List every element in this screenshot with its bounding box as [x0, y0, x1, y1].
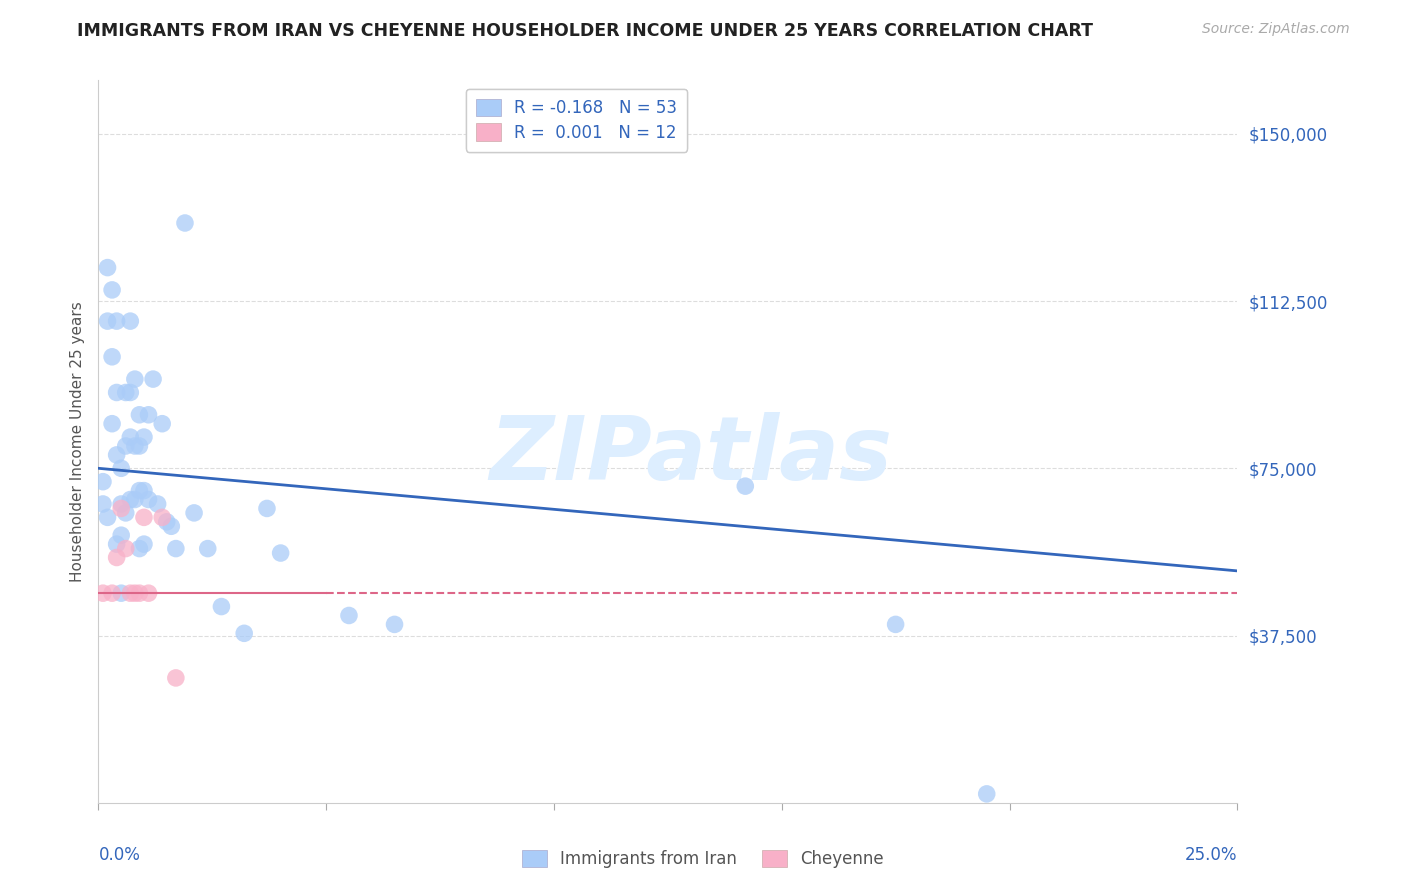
Point [132, 483, 155, 498]
Point [384, 617, 406, 632]
Point [124, 492, 146, 507]
Point [160, 519, 183, 533]
Point [128, 586, 150, 600]
Point [120, 385, 142, 400]
Point [156, 515, 179, 529]
Point [96, 260, 118, 275]
Point [120, 314, 142, 328]
Point [174, 216, 197, 230]
Point [128, 483, 150, 498]
Point [132, 537, 155, 551]
Point [101, 417, 124, 431]
Text: 0.0%: 0.0% [98, 847, 141, 864]
Text: 25.0%: 25.0% [1185, 847, 1237, 864]
Point [150, 510, 173, 524]
Point [101, 586, 124, 600]
Point [165, 671, 187, 685]
Point [233, 626, 256, 640]
Point [124, 439, 146, 453]
Legend: Immigrants from Iran, Cheyenne: Immigrants from Iran, Cheyenne [515, 843, 891, 875]
Point [138, 408, 160, 422]
Point [183, 506, 205, 520]
Point [110, 497, 132, 511]
Point [124, 586, 146, 600]
Point [91, 497, 114, 511]
Point [142, 372, 165, 386]
Point [128, 439, 150, 453]
Text: ZIPatlas: ZIPatlas [489, 412, 893, 500]
Point [146, 497, 169, 511]
Point [197, 541, 219, 556]
Point [120, 430, 142, 444]
Point [138, 586, 160, 600]
Point [114, 385, 136, 400]
Point [132, 510, 155, 524]
Point [105, 550, 128, 565]
Point [110, 501, 132, 516]
Point [101, 350, 124, 364]
Point [101, 283, 124, 297]
Point [114, 439, 136, 453]
Point [105, 314, 128, 328]
Point [105, 385, 128, 400]
Point [337, 608, 360, 623]
Point [270, 546, 292, 560]
Point [96, 314, 118, 328]
Point [976, 787, 998, 801]
Text: IMMIGRANTS FROM IRAN VS CHEYENNE HOUSEHOLDER INCOME UNDER 25 YEARS CORRELATION C: IMMIGRANTS FROM IRAN VS CHEYENNE HOUSEHO… [77, 22, 1094, 40]
Point [96, 510, 118, 524]
Point [105, 537, 128, 551]
Point [128, 408, 150, 422]
Point [132, 430, 155, 444]
Point [91, 475, 114, 489]
Point [884, 617, 907, 632]
Legend: R = -0.168   N = 53, R =  0.001   N = 12: R = -0.168 N = 53, R = 0.001 N = 12 [465, 88, 688, 152]
Point [150, 417, 173, 431]
Point [105, 448, 128, 462]
Point [91, 586, 114, 600]
Point [124, 372, 146, 386]
Point [114, 506, 136, 520]
Point [138, 492, 160, 507]
Point [110, 528, 132, 542]
Point [120, 586, 142, 600]
Point [120, 492, 142, 507]
Point [734, 479, 756, 493]
Point [256, 501, 278, 516]
Text: Source: ZipAtlas.com: Source: ZipAtlas.com [1202, 22, 1350, 37]
Point [114, 541, 136, 556]
Point [128, 541, 150, 556]
Point [110, 461, 132, 475]
Point [165, 541, 187, 556]
Point [110, 586, 132, 600]
Y-axis label: Householder Income Under 25 years: Householder Income Under 25 years [69, 301, 84, 582]
Point [209, 599, 232, 614]
